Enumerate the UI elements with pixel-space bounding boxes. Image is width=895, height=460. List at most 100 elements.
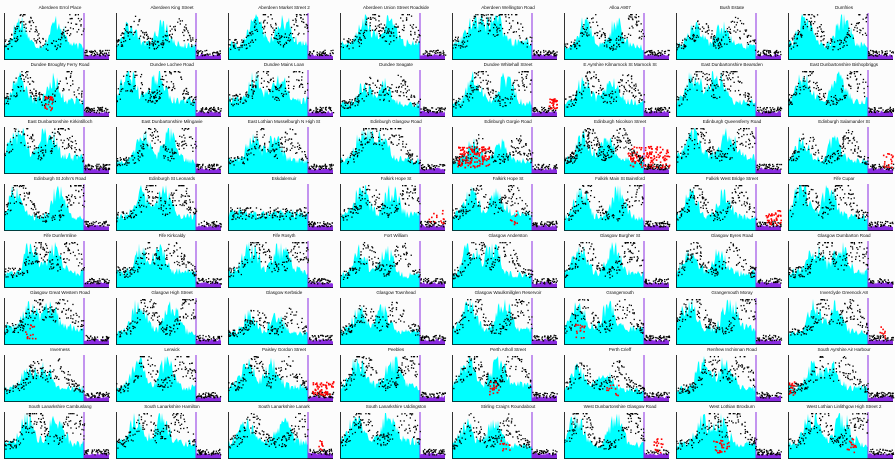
panel-title: South Lanarkshire Lanark <box>228 404 340 409</box>
modelled-series <box>4 128 84 174</box>
chart-panel: Edinburgh St Leonards <box>116 175 228 232</box>
chart-panel: Dundee Whitehall Street <box>452 61 564 118</box>
modelled-series <box>564 17 644 60</box>
panel-title: Peebles <box>340 347 452 352</box>
chart-panel: Stirling Craig's Roundabout <box>452 403 564 460</box>
chart-panel: Alloa A907 <box>564 4 676 61</box>
panel-plot <box>228 184 337 232</box>
chart-panel: Dundee Lochee Road <box>116 61 228 118</box>
panel-title: Fife Kirkcaldy <box>116 233 228 238</box>
chart-panel: East Dunbartonshire Bearsden <box>676 61 788 118</box>
panel-title: Aberdeen King Street <box>116 5 228 10</box>
panel-plot <box>452 355 561 403</box>
panel-plot <box>452 70 561 118</box>
panel-plot <box>228 412 337 460</box>
panel-title: Falkirk Hope St <box>340 176 452 181</box>
chart-panel: Glasgow Dumbarton Road <box>788 232 895 289</box>
chart-panel: Edinburgh Nicolson Street <box>564 118 676 175</box>
panel-title: Grangemouth Moray <box>676 290 788 295</box>
chart-panel: South Lanarkshire Hamilton <box>116 403 228 460</box>
chart-panel: Dundee Mains Loan <box>228 61 340 118</box>
panel-title: Glasgow Townhead <box>340 290 452 295</box>
chart-panel: Glasgow Kerbside <box>228 289 340 346</box>
panel-plot <box>452 241 561 289</box>
modelled-series <box>788 242 868 288</box>
panel-title: Inverclyde Greenock A8 <box>788 290 895 295</box>
modelled-series <box>4 186 84 231</box>
chart-panel: South Ayrshire Air Harbour <box>788 346 895 403</box>
panel-title: East Dunbartonshire Bearsden <box>676 62 788 67</box>
panel-title: Fife Dunfermline <box>4 233 116 238</box>
panel-title: Fort William <box>340 233 452 238</box>
panel-title: Falkirk Main St Bainsford <box>564 176 676 181</box>
panel-plot <box>788 13 895 61</box>
panel-plot <box>676 13 785 61</box>
panel-plot <box>116 184 225 232</box>
chart-panel: Inverclyde Greenock A8 <box>788 289 895 346</box>
chart-panel: Aberdeen Errol Place <box>4 4 116 61</box>
chart-panel: Renfrew Inchinnan Road <box>676 346 788 403</box>
modelled-series <box>788 360 868 402</box>
panel-plot <box>452 127 561 175</box>
panel-title: Glasgow Dumbarton Road <box>788 233 895 238</box>
panel-title: South Ayrshire Air Harbour <box>788 347 895 352</box>
chart-panel: Edinburgh Queensferry Road <box>676 118 788 175</box>
panel-plot <box>4 412 113 460</box>
panel-title: Dundee Lochee Road <box>116 62 228 67</box>
chart-panel: Falkirk Main St Bainsford <box>564 175 676 232</box>
panel-title: Glasgow Byres Road <box>676 233 788 238</box>
panel-title: East Dunbartonshire Kirkintilloch <box>4 119 116 124</box>
panel-title: Renfrew Inchinnan Road <box>676 347 788 352</box>
panel-title: E Ayrshire Kilmarnock St Marnock St <box>564 62 676 67</box>
panel-plot <box>228 13 337 61</box>
modelled-series <box>340 185 420 231</box>
chart-panel: Fort William <box>340 232 452 289</box>
panel-plot <box>4 355 113 403</box>
panel-plot <box>228 355 337 403</box>
panel-title: Aberdeen Errol Place <box>4 5 116 10</box>
panel-plot <box>676 241 785 289</box>
panel-title: Grangemouth <box>564 290 676 295</box>
modelled-series <box>4 301 84 345</box>
modelled-series <box>4 16 84 60</box>
flagged-points <box>429 210 445 224</box>
panel-plot <box>564 13 673 61</box>
chart-panel: East Dunbartonshire Kirkintilloch <box>4 118 116 175</box>
chart-panel: East Dunbartonshire Bishopbriggs <box>788 61 895 118</box>
panel-plot <box>676 355 785 403</box>
panel-plot <box>788 412 895 460</box>
panel-plot <box>4 127 113 175</box>
panel-plot <box>4 298 113 346</box>
panel-title: Falkirk West Bridge Street <box>676 176 788 181</box>
panel-title: Edinburgh Glasgow Road <box>340 119 452 124</box>
chart-panel: Edinburgh St John's Road <box>4 175 116 232</box>
modelled-series <box>116 300 196 345</box>
panel-plot <box>4 184 113 232</box>
panel-title: West Lothian Linlithgow High Street 2 <box>788 404 895 409</box>
chart-panel: Grangemouth Moray <box>676 289 788 346</box>
forecast-series <box>644 453 669 460</box>
panel-title: Glasgow Anderston <box>452 233 564 238</box>
modelled-series <box>788 413 868 459</box>
panel-title: Perth Atholl Street <box>452 347 564 352</box>
chart-panel: Glasgow Anderston <box>452 232 564 289</box>
panel-plot <box>228 298 337 346</box>
panel-plot <box>452 412 561 460</box>
panel-plot <box>564 70 673 118</box>
chart-panel: Falkirk Hope St <box>452 175 564 232</box>
forecast-series <box>84 111 109 118</box>
panel-plot <box>116 412 225 460</box>
modelled-series <box>564 414 644 459</box>
panel-plot <box>116 355 225 403</box>
chart-panel: Glasgow Great Western Road <box>4 289 116 346</box>
panel-plot <box>340 184 449 232</box>
chart-panel: Falkirk Hope St <box>340 175 452 232</box>
panel-title: Glasgow Burgher St <box>564 233 676 238</box>
panel-plot <box>340 70 449 118</box>
panel-plot <box>4 70 113 118</box>
modelled-series <box>4 413 84 459</box>
panel-plot <box>340 241 449 289</box>
panel-plot <box>564 241 673 289</box>
chart-panel: Peebles <box>340 346 452 403</box>
modelled-series <box>788 14 868 60</box>
